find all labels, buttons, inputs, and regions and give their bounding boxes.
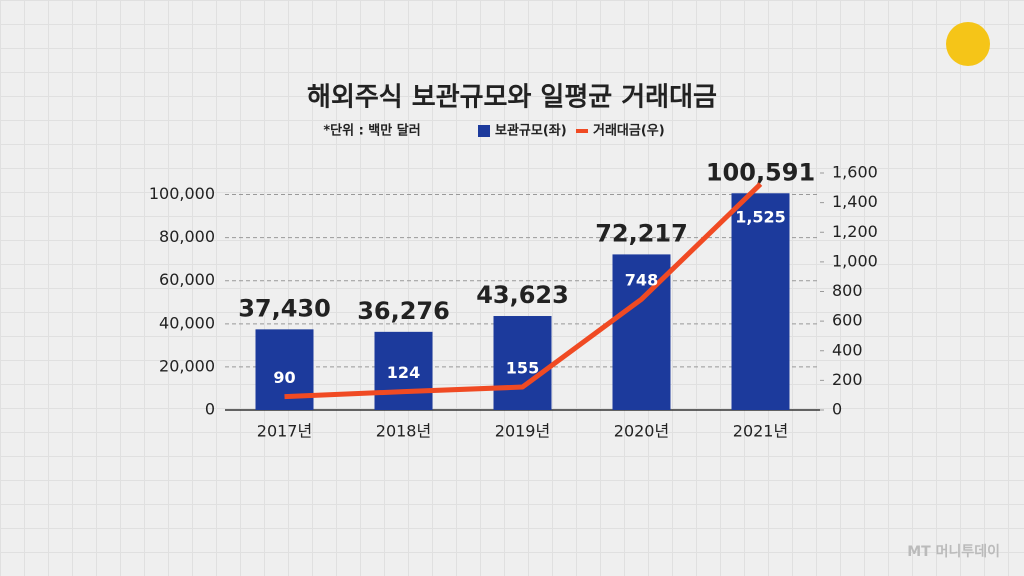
bar-value-label: 72,217 (595, 219, 688, 247)
bar-value-label: 43,623 (476, 281, 569, 309)
y2-tick-label: 800 (832, 281, 863, 300)
bar (731, 193, 790, 410)
y2-tick-label: 400 (832, 340, 863, 359)
y2-tick-label: 1,400 (832, 192, 878, 211)
y2-tick-label: 1,200 (832, 222, 878, 241)
y-tick-label: 40,000 (159, 313, 215, 332)
chart-title: 해외주식 보관규모와 일평균 거래대금 (307, 83, 717, 113)
y-tick-label: 20,000 (159, 356, 215, 375)
line-value-label: 155 (506, 359, 539, 378)
bar-value-label: 100,591 (706, 158, 815, 186)
line (284, 182, 763, 400)
line-value-label: 90 (273, 368, 295, 387)
y2-tick-label: 1,600 (832, 163, 878, 182)
line-value-label: 1,525 (735, 208, 786, 227)
y-tick-label: 80,000 (159, 227, 215, 246)
y2-tick-label: 200 (832, 370, 863, 389)
watermark: MT 머니투데이 (907, 543, 1000, 560)
y2-tick-label: 600 (832, 311, 863, 330)
bar (493, 316, 552, 410)
line-value-label: 124 (387, 363, 420, 382)
x-tick-label: 2019년 (495, 422, 550, 441)
bar-value-label: 36,276 (357, 297, 450, 325)
y-tick-label: 0 (205, 400, 215, 419)
legend-swatch (478, 125, 490, 137)
y2-tick-label: 1,000 (832, 251, 878, 270)
legend-label: 보관규모(좌) (495, 123, 567, 139)
x-tick-label: 2018년 (376, 422, 431, 441)
y2-tick-label: 0 (832, 400, 842, 419)
y-tick-label: 60,000 (159, 270, 215, 289)
x-tick-label: 2021년 (733, 422, 788, 441)
x-tick-label: 2020년 (614, 422, 669, 441)
y-tick-label: 100,000 (149, 184, 215, 203)
x-tick-label: 2017년 (257, 422, 312, 441)
bar (374, 331, 433, 410)
legend-label: 거래대금(우) (593, 124, 665, 139)
bar-value-label: 37,430 (238, 294, 331, 322)
line-value-label: 748 (625, 271, 658, 290)
logo (946, 22, 990, 66)
chart-subtitle: *단위 : 백만 달러 (323, 123, 420, 139)
legend-swatch (576, 129, 588, 133)
